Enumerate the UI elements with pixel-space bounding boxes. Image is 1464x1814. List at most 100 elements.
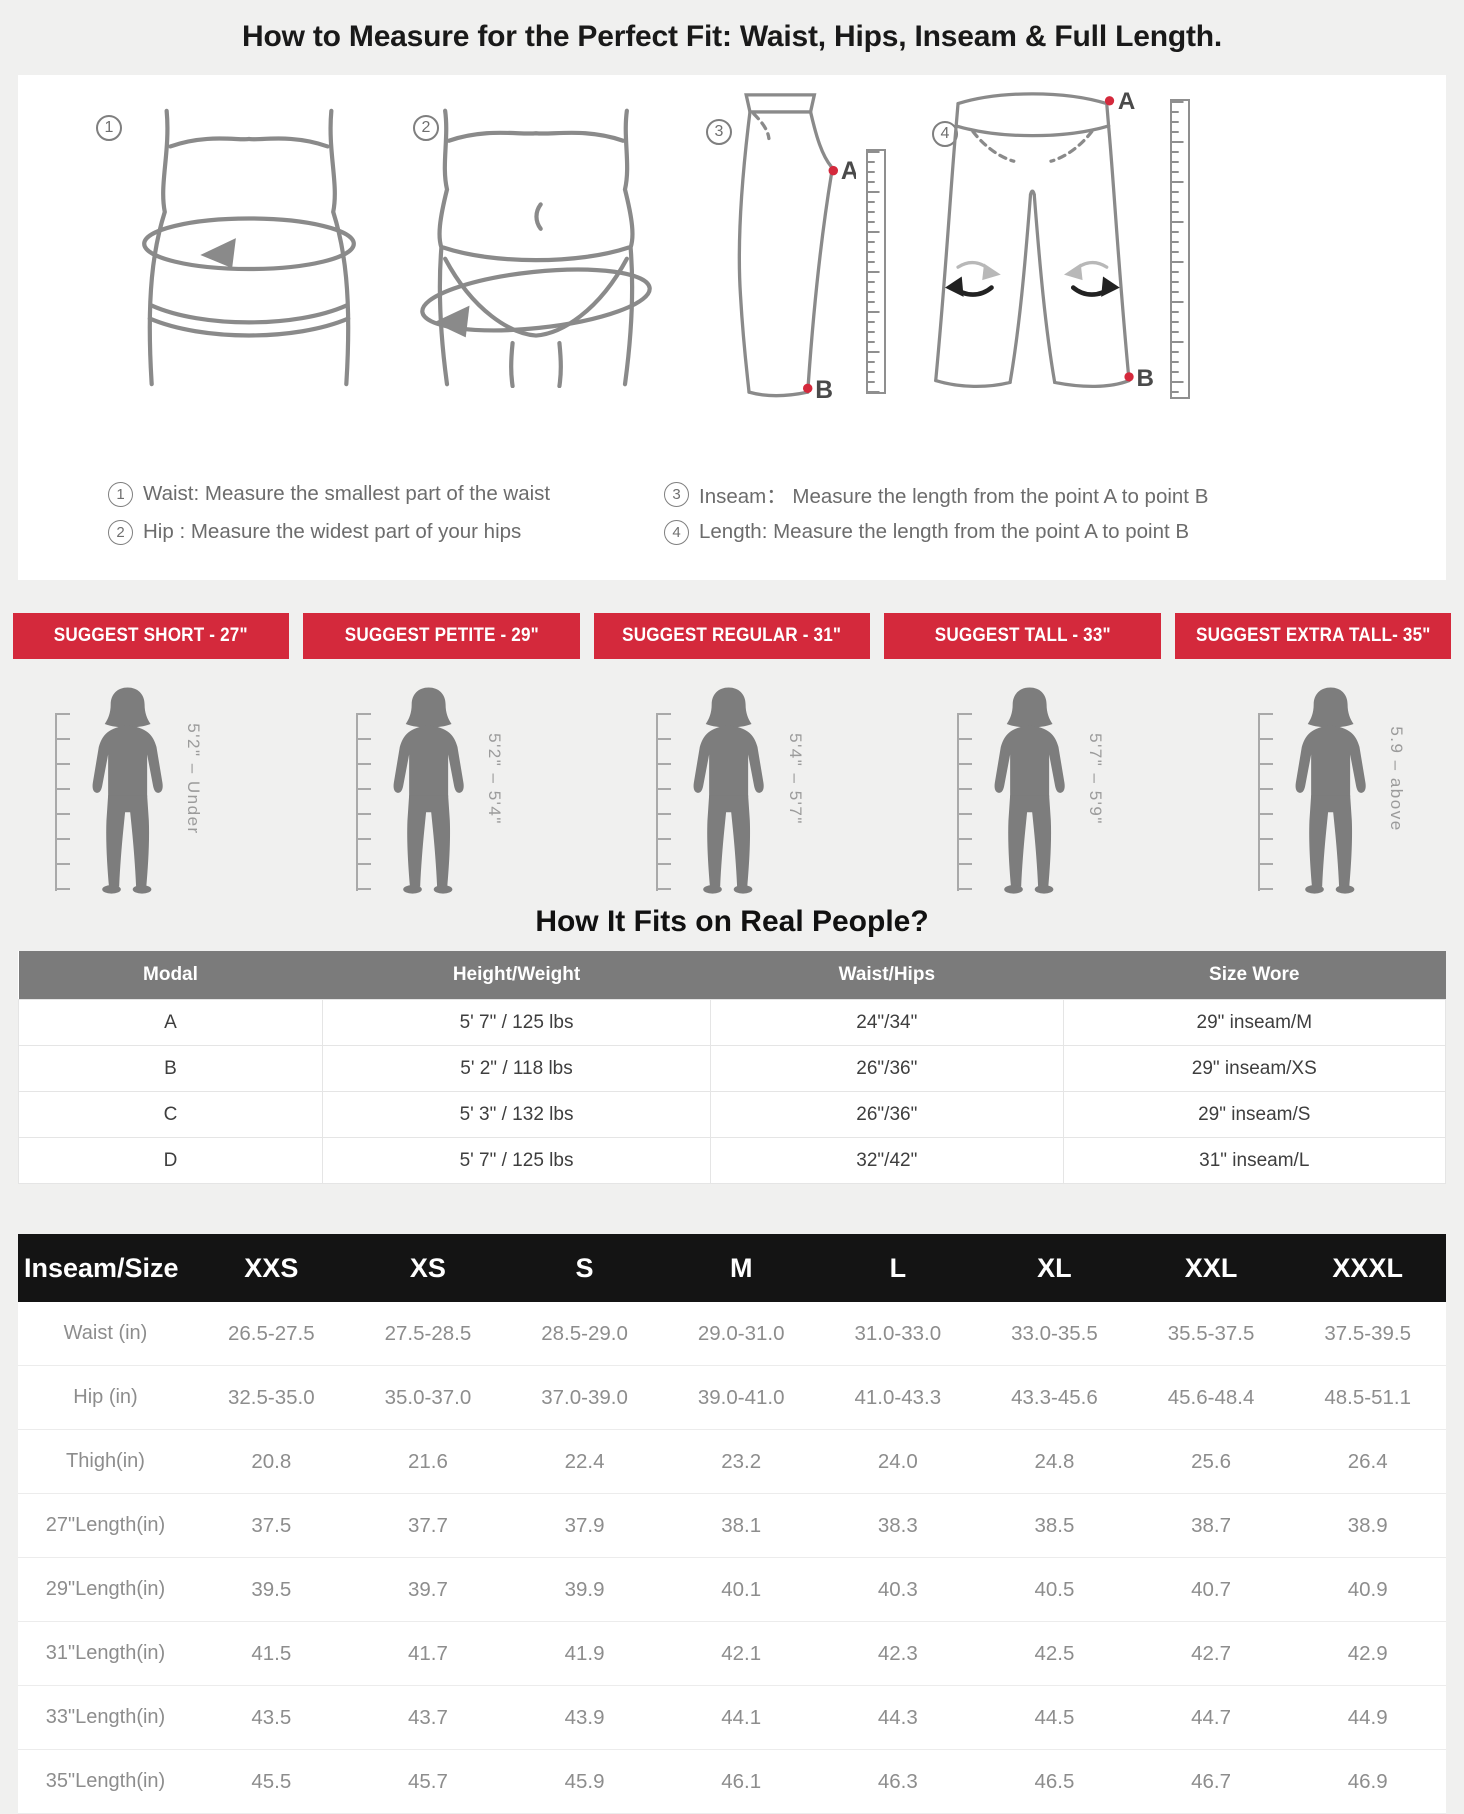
roll-arrow-icon	[982, 263, 1001, 281]
fit-col-modal: Modal	[18, 951, 323, 1000]
suggest-banner: SUGGEST EXTRA TALL- 35"	[1174, 613, 1452, 659]
step-1-badge: 1	[96, 115, 122, 141]
size-chart-row: 27"Length(in) 37.5 37.7 37.9 38.1 38.3 38.5 38.…	[18, 1493, 1446, 1558]
size-chart-cell: 46.1	[662, 1749, 820, 1814]
fit-table-cell: 31" inseam/L	[1062, 1137, 1447, 1184]
size-chart-cell: 44.7	[1132, 1685, 1290, 1750]
size-chart-cell: 40.9	[1289, 1557, 1446, 1622]
size-chart-cell: 26.4	[1289, 1429, 1446, 1494]
fit-col-waist-hips: Waist/Hips	[710, 951, 1064, 1000]
fit-table-cell: 5' 7" / 125 lbs	[321, 1137, 712, 1184]
size-chart-row-label: Waist (in)	[18, 1302, 193, 1366]
size-chart-cell: 44.9	[1289, 1685, 1446, 1750]
fit-table-cell: A	[18, 999, 323, 1046]
waist-measure-illustration	[118, 107, 380, 388]
step-2-badge: 2	[413, 115, 439, 141]
instruction-length: 4 Length: Measure the length from the po…	[664, 513, 1448, 551]
size-chart-cell: 38.3	[819, 1493, 977, 1558]
tape-arrow-icon	[200, 238, 236, 269]
size-chart-cell: 45.7	[349, 1749, 507, 1814]
size-chart-cell: 41.9	[506, 1621, 663, 1686]
hip-measure-illustration	[400, 107, 672, 388]
size-chart-cell: 26.5-27.5	[193, 1302, 350, 1366]
height-figure-unit: 5'2" – 5'4"	[355, 681, 507, 897]
height-range-label: 5'4" – 5'7"	[785, 733, 805, 825]
size-chart-cell: 42.3	[819, 1621, 977, 1686]
height-range: 5.9 – above	[1383, 689, 1409, 889]
height-ruler-icon	[656, 713, 677, 891]
height-ruler-icon	[355, 713, 376, 891]
instruction-list: 1 Waist: Measure the smallest part of th…	[108, 475, 1448, 551]
fit-table-row: B 5' 2" / 118 lbs 26"/36" 29" inseam/XS	[18, 1045, 1447, 1092]
height-ruler-icon	[55, 713, 75, 891]
size-chart-cell: 46.5	[976, 1749, 1133, 1814]
height-range-label: 5'2" – Under	[184, 723, 204, 835]
instruction-text: Inseam： Measure the length from the poin…	[699, 485, 1209, 508]
woman-silhouette-icon	[693, 687, 765, 894]
size-chart-cell: 43.3-45.6	[976, 1365, 1133, 1430]
fit-table-cell: 5' 2" / 118 lbs	[321, 1045, 712, 1092]
circled-4-icon: 4	[664, 519, 689, 545]
fit-table-row: D 5' 7" / 125 lbs 32"/42" 31" inseam/L	[18, 1137, 1447, 1184]
height-range: 5'4" – 5'7"	[782, 689, 808, 889]
size-chart-cell: 45.6-48.4	[1132, 1365, 1290, 1430]
size-chart-cell: 41.0-43.3	[819, 1365, 977, 1430]
size-chart-cell: 42.7	[1132, 1621, 1290, 1686]
point-a-label: A	[841, 158, 856, 185]
size-chart-cell: 37.0-39.0	[506, 1365, 663, 1430]
size-chart-cell: 40.3	[819, 1557, 977, 1622]
size-chart-cell: 45.5	[193, 1749, 350, 1814]
instruction-text: Length: Measure the length from the poin…	[699, 520, 1190, 543]
size-chart-row-label: 29"Length(in)	[18, 1557, 193, 1622]
fit-section-heading: How It Fits on Real People?	[535, 905, 929, 938]
point-b-dot	[1124, 372, 1134, 382]
suggest-banner-label: SUGGEST EXTRA TALL- 35"	[1195, 625, 1431, 646]
fit-table-body: A 5' 7" / 125 lbs 24"/34" 29" inseam/M B 5' 2…	[18, 999, 1447, 1184]
size-chart-cell: 38.7	[1132, 1493, 1290, 1558]
roll-arrow-icon	[1063, 263, 1083, 281]
ruler-icon	[1170, 99, 1190, 399]
size-chart-row-label: Thigh(in)	[18, 1429, 193, 1494]
suggest-banner: SUGGEST TALL - 33"	[884, 613, 1161, 659]
size-chart-size-header: L	[819, 1234, 977, 1302]
circled-2-icon: 2	[108, 519, 133, 545]
size-chart-cell: 41.7	[349, 1621, 507, 1686]
size-chart-row-label: 35"Length(in)	[18, 1749, 193, 1814]
height-range: 5'7" – 5'9"	[1082, 689, 1108, 889]
height-figure-unit: 5'2" – Under	[55, 681, 206, 897]
size-chart-cell: 39.5	[193, 1557, 350, 1622]
instruction-inseam: 3 Inseam： Measure the length from the po…	[664, 475, 1448, 513]
size-chart-cell: 43.9	[506, 1685, 663, 1750]
size-chart-cell: 46.7	[1132, 1749, 1290, 1814]
fit-table: Modal Height/Weight Waist/Hips Size Wore…	[18, 951, 1447, 1184]
woman-silhouette-icon	[393, 687, 464, 894]
size-chart-body: Waist (in) 26.5-27.5 27.5-28.5 28.5-29.0 29.…	[18, 1302, 1446, 1814]
point-a-label: A	[1118, 88, 1135, 115]
fit-table-cell: C	[18, 1091, 323, 1138]
fit-col-size-wore: Size Wore	[1063, 951, 1446, 1000]
roll-arrow-icon	[945, 276, 964, 297]
size-chart-cell: 42.5	[976, 1621, 1133, 1686]
height-range-label: 5'2" – 5'4"	[484, 733, 504, 825]
size-chart-row-label: Hip (in)	[18, 1365, 193, 1430]
size-chart-row: Thigh(in) 20.8 21.6 22.4 23.2 24.0 24.8 25.6 26.…	[18, 1429, 1446, 1494]
tape-arrow-icon	[433, 305, 470, 338]
fit-table-row: A 5' 7" / 125 lbs 24"/34" 29" inseam/M	[18, 999, 1447, 1046]
fit-table-cell: 5' 7" / 125 lbs	[321, 999, 712, 1046]
size-chart-row-label: 33"Length(in)	[18, 1685, 193, 1750]
height-ruler-icon	[1257, 713, 1278, 891]
point-a-dot	[828, 165, 839, 176]
size-chart-cell: 35.0-37.0	[349, 1365, 507, 1430]
size-chart-cell: 44.3	[819, 1685, 977, 1750]
size-chart-cell: 46.9	[1289, 1749, 1446, 1814]
size-chart-cell: 29.0-31.0	[662, 1302, 820, 1366]
size-chart-table: Inseam/Size XXS XS S M L XL XXL XXXL Waist (in) 2…	[18, 1234, 1446, 1814]
size-chart-cell: 37.5	[193, 1493, 350, 1558]
point-b-label: B	[815, 377, 833, 400]
circled-1-icon: 1	[108, 481, 133, 507]
size-chart-cell: 40.5	[976, 1557, 1133, 1622]
height-figure-unit: 5.9 – above	[1257, 681, 1409, 897]
suggest-banner-label: SUGGEST REGULAR - 31"	[622, 625, 842, 646]
roll-arrow-icon	[1101, 276, 1120, 297]
size-chart-size-header: XXS	[193, 1234, 350, 1302]
